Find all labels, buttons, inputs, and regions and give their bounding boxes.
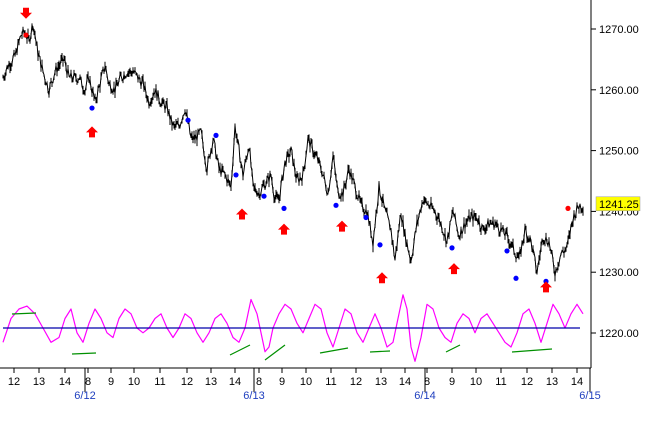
x-tick-label: 13 xyxy=(33,376,45,388)
divergence-line xyxy=(319,347,349,354)
sell-arrow xyxy=(20,7,32,19)
low-marker xyxy=(261,193,267,199)
buy-arrow xyxy=(540,281,552,293)
low-marker xyxy=(233,172,239,178)
buy-arrow xyxy=(336,220,348,232)
x-tick-label: 9 xyxy=(108,376,114,388)
current-price-box xyxy=(595,196,641,212)
x-tick-label: 9 xyxy=(279,376,285,388)
y-tick-label: 1250.00 xyxy=(599,146,639,158)
buy-arrow xyxy=(278,223,290,235)
date-tick-label: 6/14 xyxy=(414,390,435,402)
x-tick-label: 14 xyxy=(59,376,71,388)
x-tick-label: 11 xyxy=(495,376,506,388)
low-marker xyxy=(333,202,339,208)
low-marker xyxy=(449,245,455,251)
x-tick-label: 10 xyxy=(128,376,140,388)
high-marker xyxy=(565,205,571,211)
divergence-line xyxy=(11,312,37,315)
buy-arrow xyxy=(86,126,98,138)
y-tick-label: 1260.00 xyxy=(599,85,639,97)
y-tick-label: 1270.00 xyxy=(599,24,639,36)
x-tick-label: 13 xyxy=(375,376,387,388)
x-tick-label: 8 xyxy=(424,376,430,388)
date-tick-label: 6/15 xyxy=(579,390,600,402)
low-marker xyxy=(213,132,219,138)
current-price-label: 1241.25 xyxy=(599,199,639,211)
date-tick-label: 6/12 xyxy=(74,390,95,402)
x-tick-label: 9 xyxy=(449,376,455,388)
divergence-line xyxy=(71,352,97,355)
x-tick-label: 10 xyxy=(470,376,482,388)
x-tick-label: 13 xyxy=(205,376,217,388)
x-tick-label: 12 xyxy=(181,376,193,388)
x-tick-label: 12 xyxy=(8,376,20,388)
signal-marker-layer xyxy=(20,7,571,293)
price-line xyxy=(2,24,584,277)
x-tick-label: 14 xyxy=(399,376,411,388)
x-tick-label: 13 xyxy=(546,376,558,388)
y-tick-label: 1230.00 xyxy=(599,267,639,279)
high-marker xyxy=(23,32,29,38)
low-marker xyxy=(543,278,549,284)
buy-arrow xyxy=(448,263,460,275)
divergence-line xyxy=(369,350,391,353)
divergence-line xyxy=(445,344,461,353)
x-tick-label: 8 xyxy=(85,376,91,388)
date-tick-label: 6/13 xyxy=(243,390,264,402)
low-marker xyxy=(185,117,191,123)
low-marker xyxy=(377,242,383,248)
low-marker xyxy=(89,105,95,111)
x-tick-label: 8 xyxy=(256,376,262,388)
x-tick-label: 14 xyxy=(229,376,241,388)
x-tick-label: 11 xyxy=(325,376,336,388)
buy-arrow xyxy=(236,208,248,220)
y-tick-label: 1220.00 xyxy=(599,328,639,340)
x-tick-label: 11 xyxy=(154,376,165,388)
divergence-line xyxy=(264,344,286,361)
x-tick-label: 14 xyxy=(571,376,583,388)
divergence-line xyxy=(229,344,251,356)
x-tick-label: 12 xyxy=(521,376,533,388)
low-marker xyxy=(504,248,510,254)
divergence-line xyxy=(511,348,553,353)
low-marker xyxy=(281,205,287,211)
buy-arrow xyxy=(376,272,388,284)
x-tick-label: 10 xyxy=(300,376,312,388)
low-marker xyxy=(363,214,369,221)
oscillator-layer xyxy=(2,294,584,362)
low-marker xyxy=(513,275,519,281)
axis-layer: 1270.001260.001250.001240.001230.001220.… xyxy=(0,0,641,402)
x-tick-label: 12 xyxy=(350,376,362,388)
price-series-layer xyxy=(2,23,584,282)
